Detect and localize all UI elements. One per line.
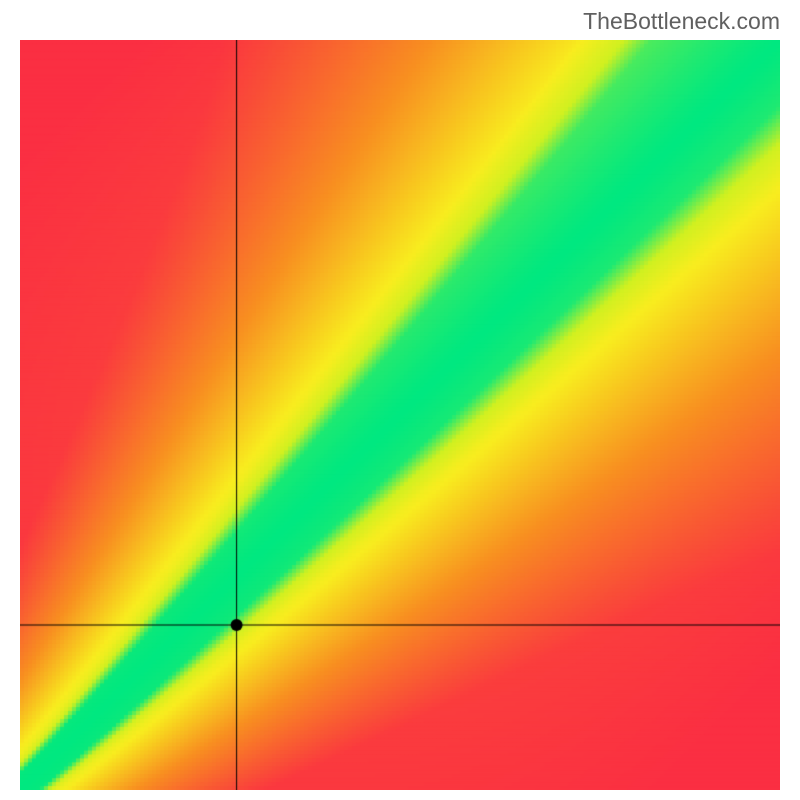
attribution-text: TheBottleneck.com <box>583 8 780 35</box>
bottleneck-heatmap <box>20 40 780 790</box>
